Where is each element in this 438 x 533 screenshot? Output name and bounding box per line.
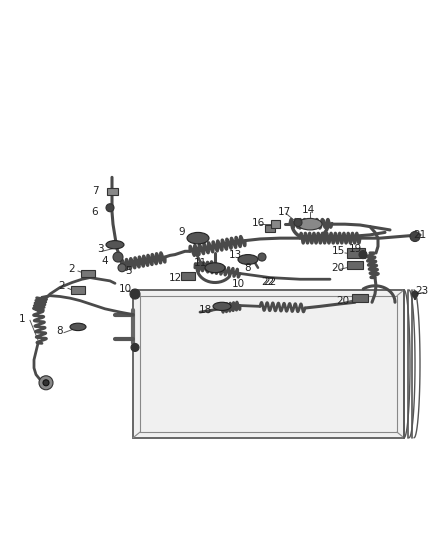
- Ellipse shape: [106, 240, 124, 249]
- Text: 5: 5: [125, 266, 131, 276]
- Text: 15: 15: [332, 246, 345, 256]
- Text: 19: 19: [348, 244, 362, 254]
- Text: 17: 17: [277, 207, 291, 217]
- Ellipse shape: [70, 323, 86, 330]
- Bar: [352, 294, 368, 302]
- Bar: [271, 221, 279, 228]
- Text: 8: 8: [57, 326, 64, 336]
- Bar: [347, 248, 365, 258]
- Text: 7: 7: [92, 187, 98, 196]
- Text: 13: 13: [228, 249, 242, 260]
- Ellipse shape: [213, 302, 231, 310]
- Text: 10: 10: [118, 284, 131, 294]
- Text: 2: 2: [69, 264, 75, 274]
- Circle shape: [106, 204, 114, 212]
- Circle shape: [39, 376, 53, 390]
- Text: 11: 11: [193, 258, 207, 268]
- Text: 14: 14: [301, 205, 314, 215]
- Circle shape: [410, 231, 420, 241]
- Circle shape: [43, 380, 49, 386]
- Circle shape: [412, 291, 418, 297]
- Text: 22: 22: [263, 277, 277, 287]
- Text: 21: 21: [413, 230, 427, 240]
- Text: 20: 20: [332, 263, 345, 273]
- Bar: [71, 286, 85, 294]
- Text: 6: 6: [92, 207, 98, 217]
- Text: 3: 3: [97, 244, 103, 254]
- Text: 16: 16: [251, 217, 265, 228]
- Circle shape: [131, 343, 139, 351]
- Ellipse shape: [298, 219, 322, 230]
- Text: 12: 12: [168, 272, 182, 282]
- Bar: [265, 225, 275, 231]
- Text: 20: 20: [336, 296, 350, 305]
- Circle shape: [118, 264, 126, 272]
- Circle shape: [258, 253, 266, 261]
- Ellipse shape: [238, 255, 258, 264]
- Bar: [181, 272, 195, 280]
- Circle shape: [130, 289, 140, 299]
- Bar: [106, 188, 117, 195]
- Text: 23: 23: [415, 286, 429, 296]
- Ellipse shape: [187, 232, 209, 244]
- Circle shape: [359, 251, 367, 259]
- Text: 4: 4: [102, 256, 108, 266]
- Bar: [347, 261, 363, 269]
- Text: 22: 22: [261, 277, 275, 287]
- Text: 9: 9: [179, 228, 185, 237]
- Text: 1: 1: [19, 314, 25, 324]
- Text: 8: 8: [245, 263, 251, 273]
- Text: 2: 2: [59, 281, 65, 291]
- Ellipse shape: [205, 263, 225, 273]
- Bar: [81, 270, 95, 277]
- Text: 10: 10: [231, 279, 244, 289]
- Circle shape: [294, 219, 302, 227]
- Polygon shape: [133, 290, 404, 438]
- Circle shape: [113, 252, 123, 262]
- Text: 18: 18: [198, 305, 212, 316]
